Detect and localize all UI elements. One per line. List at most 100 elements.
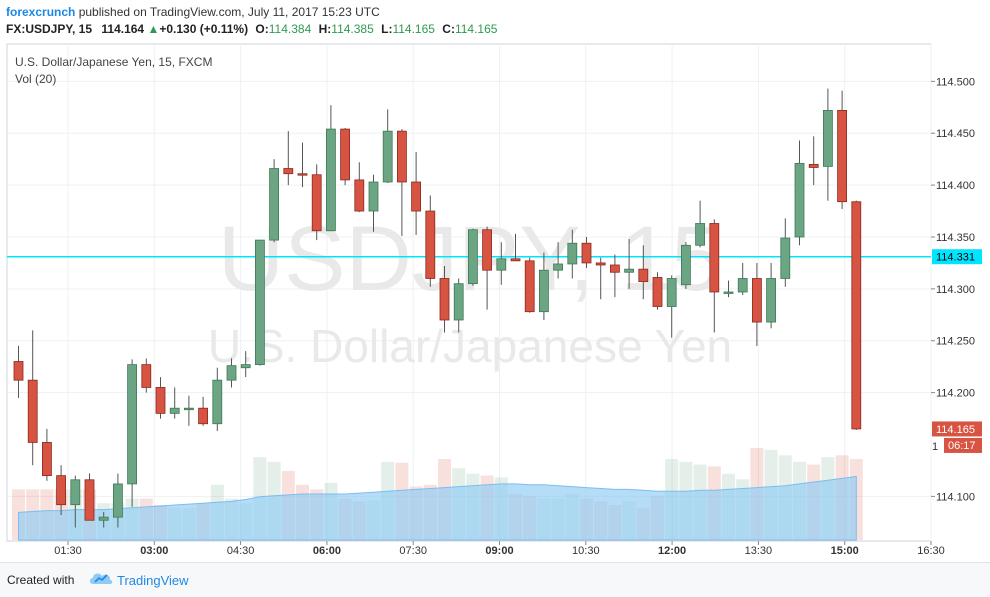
change-up-icon: ▲ [147,22,160,36]
candle-body [141,364,152,388]
legend: U.S. Dollar/Japanese Yen, 15, FXCM Vol (… [15,55,212,86]
y-tick-label: 114.500 [936,76,975,88]
high-value: 114.385 [331,22,374,36]
candle-body [183,407,194,411]
candle-body [553,263,563,271]
last-price-tag-text: 114.165 [936,424,975,436]
candle-body [496,258,507,271]
axis-price-labels: 114.331 114.165 1 06:17 [932,249,982,453]
candle-body [98,516,109,521]
candle-body [411,181,422,212]
candle-body [851,201,862,430]
x-tick-label: 03:00 [140,545,168,557]
candle-body [837,110,847,203]
price-axis[interactable]: 114.500 114.450 114.400 114.350 114.300 114.2… [931,76,975,503]
x-tick-label: 01:30 [54,545,82,557]
low-value: 114.165 [392,22,435,36]
ohlc-line: FX:USDJPY, 15 114.164 ▲+0.130 (+0.11%) O… [6,22,497,36]
y-tick-label: 114.100 [936,491,975,503]
instrument-label: U.S. Dollar/Japanese Yen, 15, FXCM [15,55,212,69]
published-text: published on TradingView.com, July 11, 2… [78,5,380,19]
candle-body [539,269,549,313]
candle-body [27,379,38,443]
author-link[interactable]: forexcrunch [6,5,76,19]
volume-ma-area [18,475,857,541]
close-label: C: [442,22,455,36]
candle-body [709,223,720,293]
candle-body [752,278,762,323]
high-label: H: [318,22,332,36]
candle-body [425,210,436,279]
candle-body [226,365,237,381]
low-label: L: [381,22,393,36]
candle-body [127,364,137,485]
candle-body [652,277,663,307]
candle-body [84,479,95,521]
countdown-tag-text: 06:17 [948,440,976,452]
candle-body [198,407,209,425]
candle-body [567,242,578,265]
x-tick-label: 04:30 [227,545,255,557]
candle-body [396,130,407,183]
candle-body [311,174,322,232]
x-tick-label: 09:00 [485,545,513,557]
candle-body [766,278,776,323]
x-tick-label: 12:00 [658,545,686,557]
tradingview-cloud-icon[interactable] [88,569,114,587]
candle-body [283,168,294,175]
candle-body [510,258,521,262]
candle-body [595,262,606,266]
x-tick-label: 16:30 [917,545,945,557]
candle-body [42,442,52,477]
price-chart[interactable]: USDJPY, 15 U.S. Dollar/Japanese Yen 114.… [0,40,990,562]
candle-body [240,364,251,369]
y-tick-label: 114.450 [936,128,975,140]
y-tick-label: 114.300 [936,284,975,296]
candle-body [823,110,833,167]
x-tick-label: 15:00 [831,545,859,557]
candle-body [695,223,705,246]
candle-body [638,268,649,283]
candle-body [254,239,265,366]
candle-body [794,162,805,238]
candle-body [354,179,365,212]
hidden-tick-label: 1 [932,441,938,453]
candle-body [453,283,464,321]
candle-body [269,168,280,241]
candle-body [56,475,66,506]
line-price-tag-text: 114.331 [936,252,975,264]
line-price-tag [932,249,982,265]
candle-body [666,278,677,307]
candle-body [780,237,791,279]
tradingview-link[interactable]: TradingView [117,573,189,588]
created-with-label: Created with [7,573,75,587]
candle-body [723,291,734,294]
y-tick-label: 114.200 [936,388,975,400]
footer: Created with TradingView [0,562,990,597]
x-tick-label: 07:30 [399,545,427,557]
candle-body [340,128,351,181]
candle-body [681,244,691,286]
candle-body [382,130,393,183]
candle-body [624,268,634,273]
candle-body [155,387,166,414]
candles [13,88,862,528]
publish-line: forexcrunch published on TradingView.com… [6,5,380,19]
candle-body [212,379,223,425]
time-axis[interactable]: 01:30 03:00 04:30 06:00 07:30 09:00 10:30 12:00… [54,541,945,557]
candle-body [610,264,620,273]
candle-body [524,260,535,313]
candle-body [13,361,24,381]
candle-body [439,278,450,321]
last-price: 114.164 [101,22,145,36]
candle-body [737,278,748,293]
open-label: O: [255,22,269,36]
candle-body [467,229,478,285]
plot-area[interactable] [6,43,932,542]
candle-body [581,242,592,264]
candle-body [113,483,123,518]
y-tick-label: 114.250 [936,336,975,348]
grid [7,44,932,541]
x-tick-label: 10:30 [572,545,600,557]
candle-body [482,229,493,271]
